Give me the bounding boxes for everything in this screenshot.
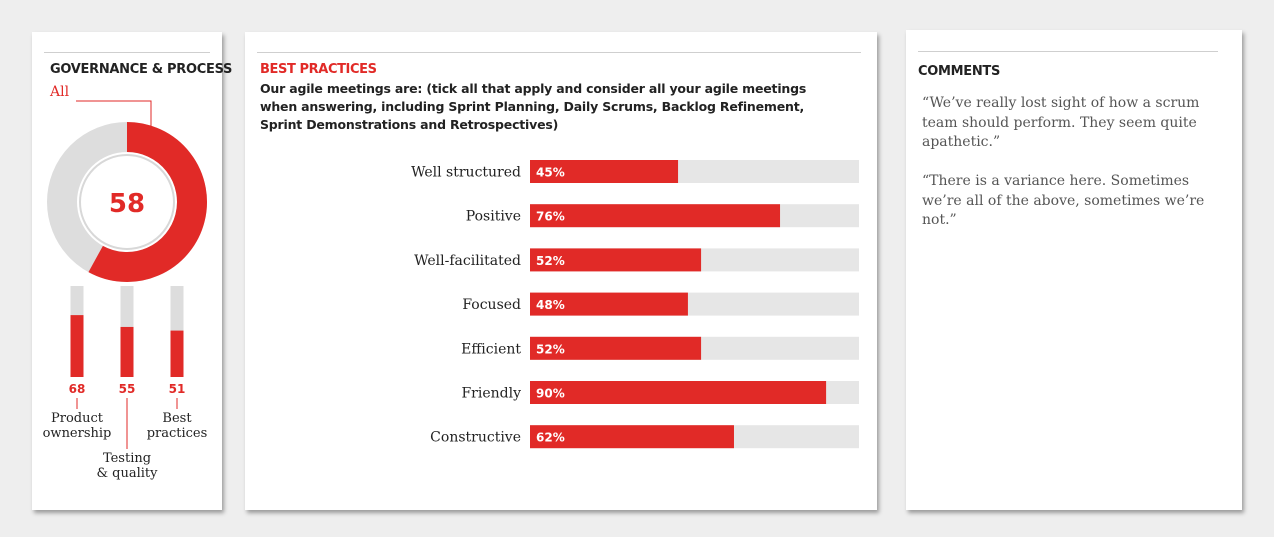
bar-value-label: 48% xyxy=(536,298,565,312)
governance-card: GOVERNANCE & PROCESS All 58 68 Product owne… xyxy=(32,32,232,510)
divider xyxy=(918,51,1218,52)
bar xyxy=(530,425,734,449)
mini-bar-value: 55 xyxy=(119,382,136,396)
governance-subtitle: All xyxy=(50,84,70,100)
donut-inner-ring xyxy=(79,154,175,250)
bar-category-label: Positive xyxy=(466,209,521,225)
bar xyxy=(530,248,702,272)
bar xyxy=(530,336,702,360)
divider xyxy=(44,52,210,53)
mini-bar xyxy=(170,330,184,377)
mini-bar-label: ownership xyxy=(43,426,112,441)
bar xyxy=(530,160,679,183)
donut-center-label: 58 xyxy=(109,189,145,219)
mini-bar-label: & quality xyxy=(96,466,158,481)
best-practices-title: BEST PRACTICES xyxy=(260,62,377,77)
mini-bar-value: 51 xyxy=(169,382,186,396)
bar xyxy=(530,292,688,316)
bar xyxy=(530,204,781,228)
comments-card: COMMENTS “We’ve really lost sight of how… xyxy=(906,30,1242,510)
bar-value-label: 90% xyxy=(536,387,565,401)
best-practices-chart: Well structured 45% Positive 76% Well-facili… xyxy=(411,160,859,449)
bar-category-label: Well-facilitated xyxy=(414,253,521,269)
bar-value-label: 52% xyxy=(536,254,565,268)
bar-category-label: Efficient xyxy=(461,341,521,357)
divider xyxy=(257,52,861,53)
mini-bar-label: Best xyxy=(162,411,192,426)
subtitle-connector-line xyxy=(76,100,152,126)
mini-bar-label: Product xyxy=(51,411,104,426)
bar xyxy=(530,381,827,404)
best-practices-card: BEST PRACTICES Our agile meetings are: (… xyxy=(245,32,877,510)
bar-value-label: 52% xyxy=(536,342,565,356)
mini-bar-label: Testing xyxy=(103,451,151,466)
comment-2: “There is a variance here. Sometimes we’… xyxy=(922,173,1205,228)
bar-category-label: Friendly xyxy=(461,386,521,402)
mini-bar xyxy=(120,326,134,377)
comments-title: COMMENTS xyxy=(918,64,1001,79)
best-practices-question: Our agile meetings are: (tick all that a… xyxy=(260,81,807,132)
mini-bar xyxy=(70,315,84,377)
bar-value-label: 45% xyxy=(536,166,565,180)
bar-category-label: Focused xyxy=(462,297,521,313)
bar-value-label: 76% xyxy=(536,210,565,224)
mini-bar-label: practices xyxy=(147,426,208,441)
bar-value-label: 62% xyxy=(536,431,565,445)
bar-category-label: Well structured xyxy=(411,165,521,181)
governance-title: GOVERNANCE & PROCESS xyxy=(50,62,233,77)
bar-category-label: Constructive xyxy=(430,430,521,446)
donut-segment-score xyxy=(88,122,207,282)
comment-1: “We’ve really lost sight of how a scrum … xyxy=(922,95,1200,150)
mini-bar-value: 68 xyxy=(69,382,86,396)
